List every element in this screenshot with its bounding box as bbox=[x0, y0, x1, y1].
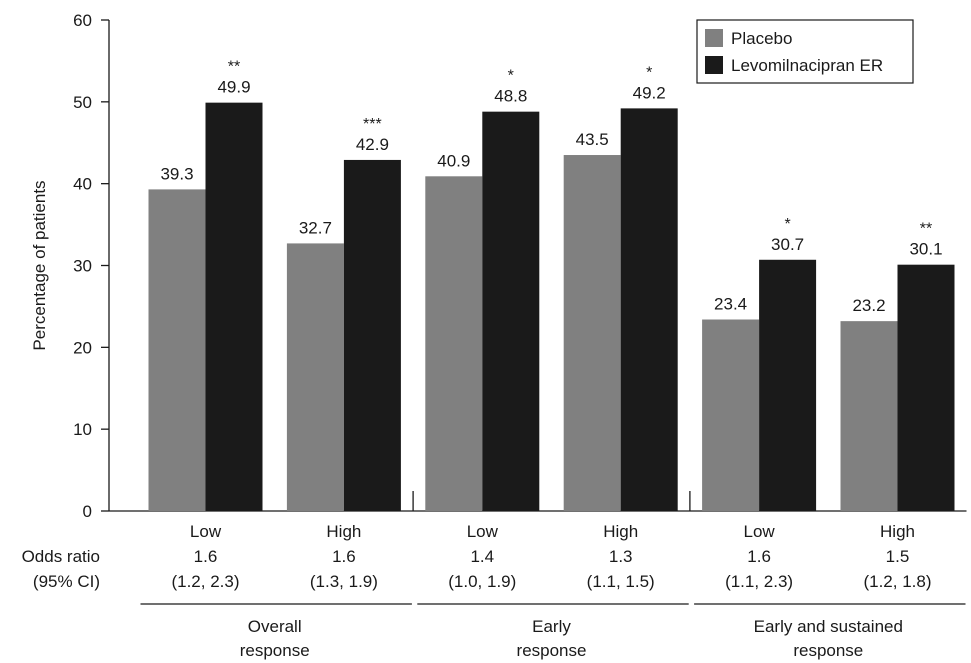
x-tick-label: High bbox=[326, 522, 361, 541]
bar-levomilnacipran bbox=[897, 264, 955, 511]
bar-placebo bbox=[702, 319, 760, 511]
bar-levomilnacipran bbox=[620, 108, 678, 511]
x-tick-label: Low bbox=[467, 522, 499, 541]
bar-placebo bbox=[425, 176, 483, 511]
group-label: response bbox=[517, 641, 587, 660]
data-label: 23.4 bbox=[714, 295, 747, 314]
significance-marker: ** bbox=[920, 221, 932, 238]
y-tick-label: 0 bbox=[83, 502, 92, 521]
bar-levomilnacipran bbox=[482, 111, 540, 512]
y-tick-label: 30 bbox=[73, 257, 92, 276]
significance-marker: * bbox=[508, 68, 514, 85]
legend-label-placebo: Placebo bbox=[731, 29, 792, 48]
legend-box bbox=[696, 19, 914, 84]
bar-placebo bbox=[840, 321, 898, 511]
x-tick-label: Low bbox=[744, 522, 776, 541]
confidence-interval: (1.3, 1.9) bbox=[310, 572, 378, 591]
y-tick-label: 20 bbox=[73, 338, 92, 357]
legend: Placebo Levomilnacipran ER bbox=[696, 19, 914, 84]
x-tick-label: Low bbox=[190, 522, 222, 541]
group-label: Overall bbox=[248, 617, 302, 636]
legend-label-levomilnacipran: Levomilnacipran ER bbox=[731, 56, 883, 75]
confidence-interval: (1.2, 1.8) bbox=[863, 572, 931, 591]
odds-ratio-value: 1.6 bbox=[332, 547, 356, 566]
bar-placebo bbox=[148, 189, 206, 511]
group-label: Early bbox=[532, 617, 571, 636]
data-label: 43.5 bbox=[576, 130, 609, 149]
data-label: 30.1 bbox=[909, 240, 942, 259]
data-label: 48.8 bbox=[494, 87, 527, 106]
odds-ratio-value: 1.6 bbox=[747, 547, 771, 566]
legend-swatch-levomilnacipran bbox=[705, 56, 723, 74]
data-label: 49.9 bbox=[217, 78, 250, 97]
data-label: 40.9 bbox=[437, 151, 470, 170]
significance-marker: ** bbox=[228, 59, 240, 76]
significance-marker: *** bbox=[363, 116, 382, 133]
group-label: Early and sustained bbox=[754, 617, 903, 636]
odds-ratio-value: 1.3 bbox=[609, 547, 633, 566]
data-label: 23.2 bbox=[852, 296, 885, 315]
legend-swatch-placebo bbox=[705, 29, 723, 47]
bar-levomilnacipran bbox=[759, 259, 817, 511]
y-axis-title: Percentage of patients bbox=[30, 180, 49, 350]
odds-ratio-value: 1.5 bbox=[886, 547, 910, 566]
ci-row-label: (95% CI) bbox=[33, 572, 100, 591]
data-label: 39.3 bbox=[160, 164, 193, 183]
confidence-interval: (1.0, 1.9) bbox=[448, 572, 516, 591]
bar-placebo bbox=[563, 155, 621, 511]
confidence-interval: (1.1, 2.3) bbox=[725, 572, 793, 591]
confidence-interval: (1.2, 2.3) bbox=[171, 572, 239, 591]
data-label: 49.2 bbox=[633, 83, 666, 102]
data-label: 32.7 bbox=[299, 218, 332, 237]
bars bbox=[148, 102, 955, 512]
bar-levomilnacipran bbox=[205, 102, 263, 511]
odds-ratio-row-label: Odds ratio bbox=[22, 547, 100, 566]
significance-marker: * bbox=[646, 64, 652, 81]
data-labels: 39.349.9**32.742.9***40.948.8*43.549.2*2… bbox=[160, 59, 942, 315]
x-tick-label: High bbox=[603, 522, 638, 541]
odds-ratio-value: 1.4 bbox=[470, 547, 494, 566]
y-tick-label: 60 bbox=[73, 11, 92, 30]
group-label: response bbox=[240, 641, 310, 660]
odds-ratio-value: 1.6 bbox=[194, 547, 218, 566]
bar-placebo bbox=[286, 243, 344, 511]
x-axis-categories: Low 1.6 (1.2, 2.3) High 1.6 (1.3, 1.9) Low 1.4 (… bbox=[22, 522, 966, 660]
x-tick-label: High bbox=[880, 522, 915, 541]
significance-marker: * bbox=[784, 216, 790, 233]
group-label: response bbox=[793, 641, 863, 660]
y-tick-label: 50 bbox=[73, 93, 92, 112]
bar-levomilnacipran bbox=[343, 159, 401, 511]
data-label: 42.9 bbox=[356, 135, 389, 154]
confidence-interval: (1.1, 1.5) bbox=[587, 572, 655, 591]
y-tick-label: 40 bbox=[73, 175, 92, 194]
data-label: 30.7 bbox=[771, 235, 804, 254]
y-tick-label: 10 bbox=[73, 420, 92, 439]
